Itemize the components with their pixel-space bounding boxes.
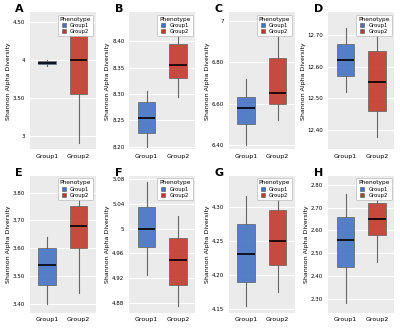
- PathPatch shape: [368, 51, 386, 111]
- Y-axis label: Shannon Alpha Diversity: Shannon Alpha Diversity: [6, 205, 10, 283]
- PathPatch shape: [237, 97, 255, 124]
- PathPatch shape: [368, 203, 386, 235]
- PathPatch shape: [269, 58, 286, 104]
- Y-axis label: Shannon Alpha Diversity: Shannon Alpha Diversity: [204, 205, 210, 283]
- Text: H: H: [314, 168, 323, 177]
- PathPatch shape: [38, 61, 56, 64]
- Legend: Group1, Group2: Group1, Group2: [58, 178, 93, 200]
- Text: G: G: [214, 168, 223, 177]
- PathPatch shape: [138, 102, 155, 133]
- Y-axis label: Shannon Alpha Diversity: Shannon Alpha Diversity: [105, 42, 110, 120]
- Text: E: E: [15, 168, 23, 177]
- Y-axis label: Shannon Alpha Diversity: Shannon Alpha Diversity: [204, 42, 210, 120]
- Text: B: B: [115, 4, 123, 14]
- Legend: Group1, Group2: Group1, Group2: [256, 15, 292, 36]
- PathPatch shape: [170, 238, 187, 285]
- Text: D: D: [314, 4, 323, 14]
- PathPatch shape: [237, 224, 255, 282]
- Y-axis label: Shannon Alpha Diversity: Shannon Alpha Diversity: [6, 42, 10, 120]
- Y-axis label: Shannon Alpha Diversity: Shannon Alpha Diversity: [300, 42, 306, 120]
- Legend: Group1, Group2: Group1, Group2: [356, 178, 392, 200]
- PathPatch shape: [70, 206, 87, 248]
- Text: C: C: [214, 4, 222, 14]
- Legend: Group1, Group2: Group1, Group2: [157, 178, 193, 200]
- PathPatch shape: [38, 248, 56, 285]
- PathPatch shape: [337, 217, 354, 267]
- Legend: Group1, Group2: Group1, Group2: [157, 15, 193, 36]
- Legend: Group1, Group2: Group1, Group2: [356, 15, 392, 36]
- Legend: Group1, Group2: Group1, Group2: [256, 178, 292, 200]
- Text: F: F: [115, 168, 122, 177]
- PathPatch shape: [337, 44, 354, 76]
- PathPatch shape: [269, 210, 286, 265]
- PathPatch shape: [70, 33, 87, 94]
- PathPatch shape: [138, 207, 155, 247]
- PathPatch shape: [170, 44, 187, 78]
- Text: A: A: [15, 4, 24, 14]
- Y-axis label: Shannon Alpha Diversity: Shannon Alpha Diversity: [304, 205, 309, 283]
- Y-axis label: Shannon Alpha Diversity: Shannon Alpha Diversity: [105, 205, 110, 283]
- Legend: Group1, Group2: Group1, Group2: [58, 15, 93, 36]
